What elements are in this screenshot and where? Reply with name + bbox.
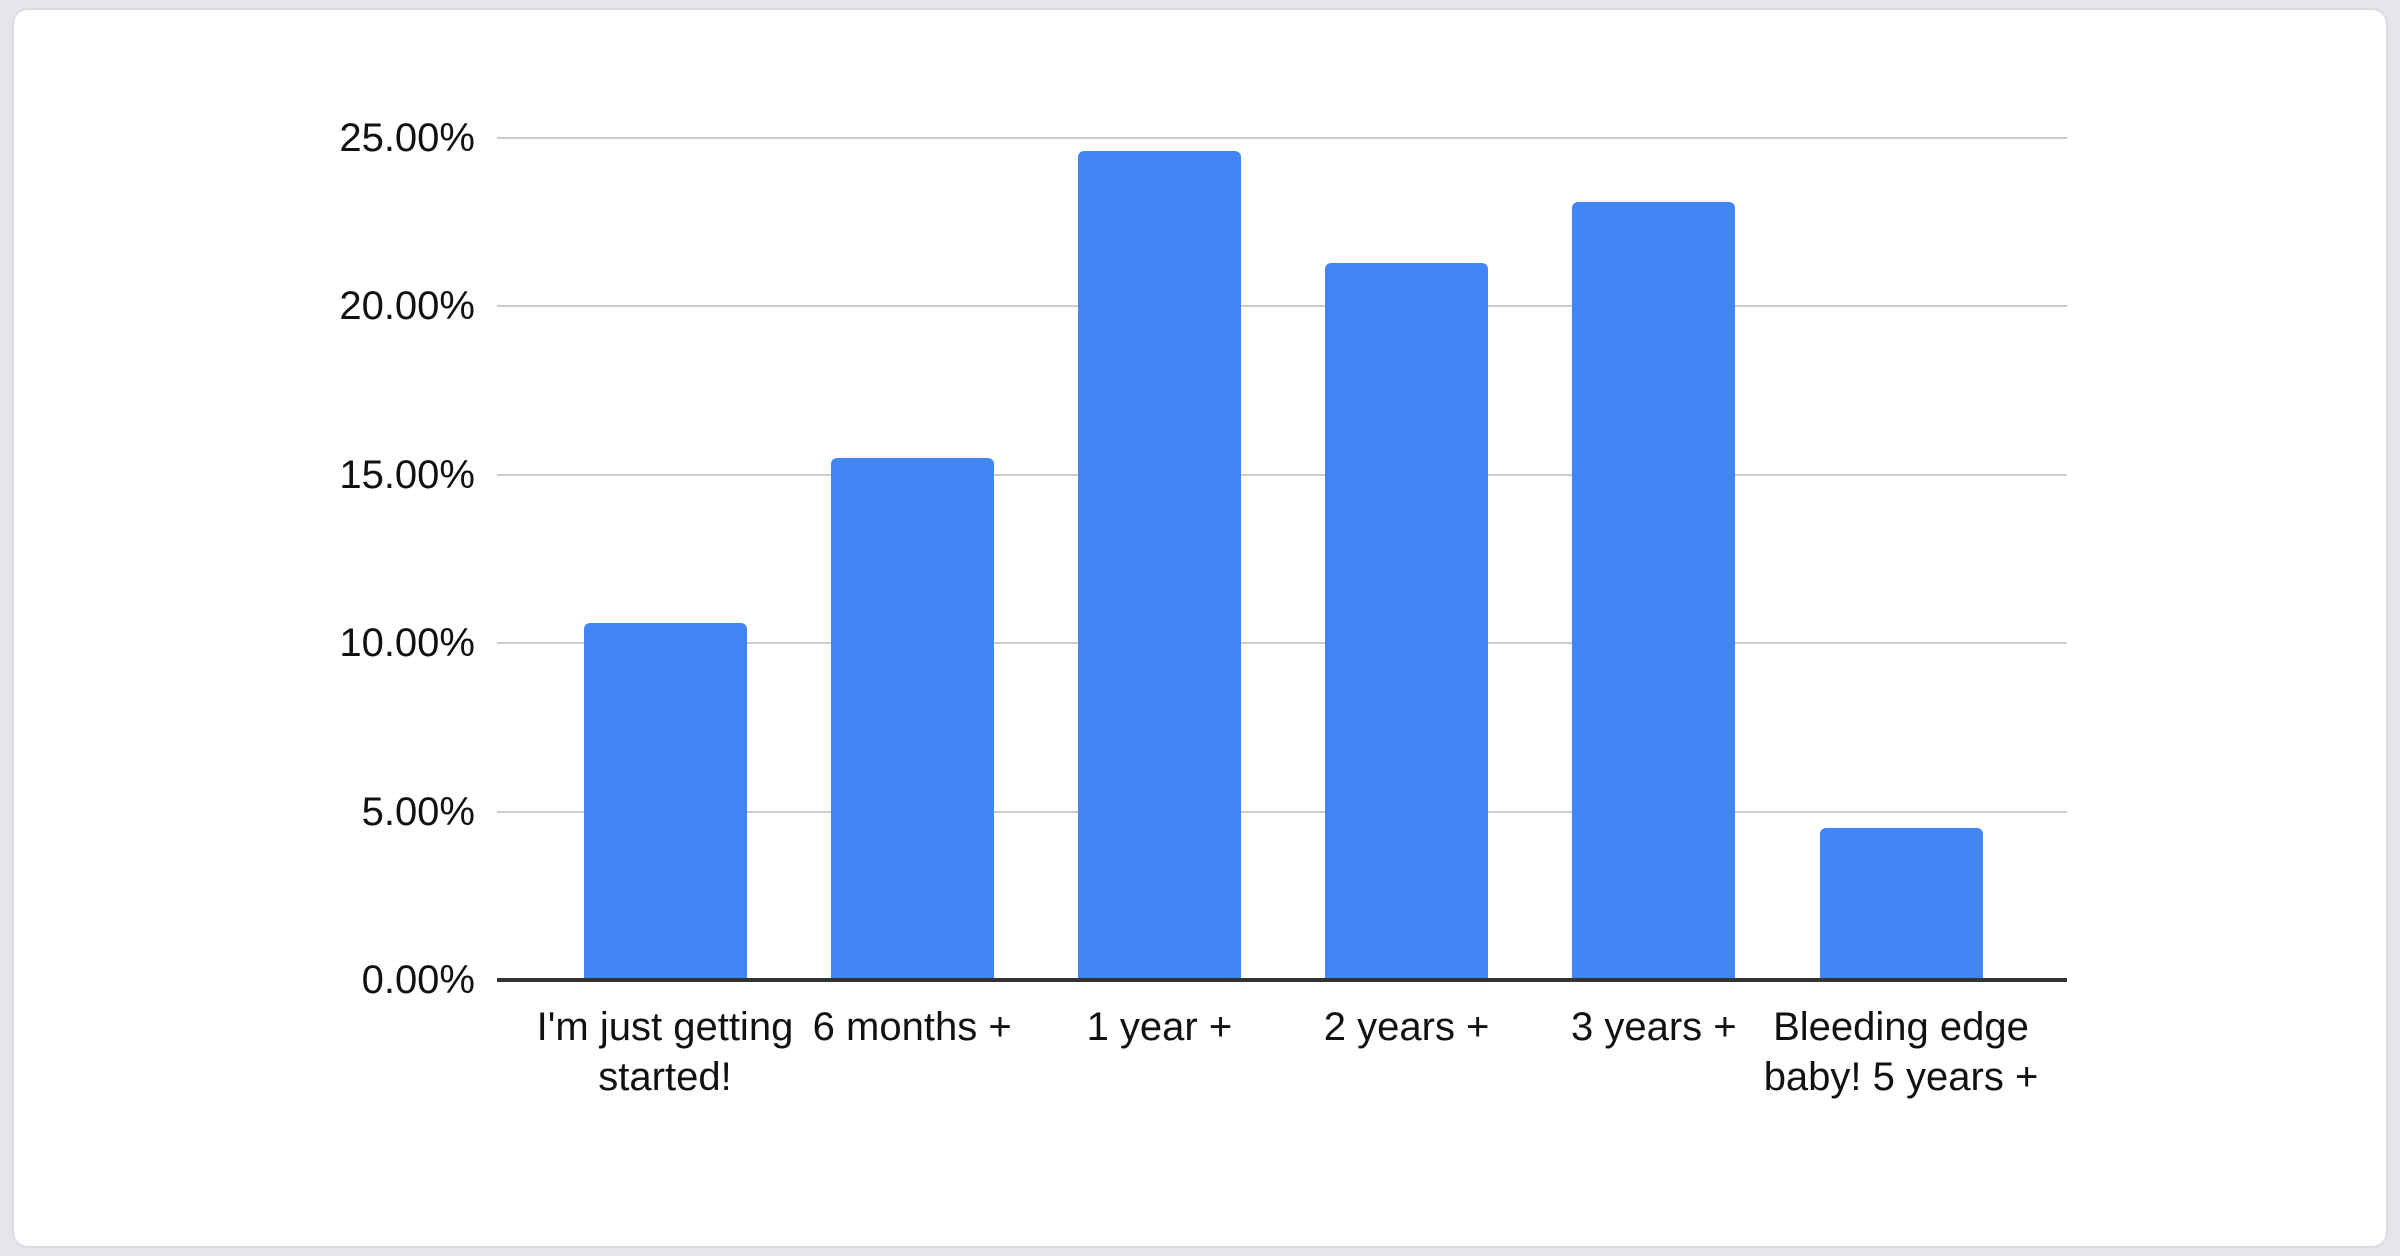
x-axis-category-label: 2 years + [1323,1005,1490,1049]
gridline-10 [497,642,2067,645]
bar-2 [1077,151,1241,980]
x-axis-category-label: 3 years + [1570,1005,1737,1049]
y-axis-tick-label: 5.00% [361,789,475,834]
gridline-5 [497,810,2067,813]
x-axis-category-label: 6 months + [812,1005,1012,1049]
y-axis-tick-label: 0.00% [361,958,475,1002]
x-axis-category-label: Bleeding edge baby! 5 years + [1763,1005,2039,1099]
bar-3 [1325,262,1489,980]
x-axis-line [497,978,2067,982]
y-axis-tick-label: 20.00% [339,284,475,329]
y-axis-tick-label: 25.00% [339,116,475,160]
bar-5 [1819,828,1983,980]
gridline-20 [497,305,2067,308]
gridline-15 [497,473,2067,476]
y-axis-tick-label: 15.00% [339,452,475,497]
gridline-25 [497,137,2067,139]
x-axis-category-label: 1 year + [1086,1005,1233,1049]
bar-0 [583,622,747,980]
bar-4 [1572,201,1736,980]
y-axis-tick-label: 10.00% [339,621,475,666]
bar-1 [830,457,994,980]
x-axis-category-label: I'm just getting started! [536,1005,794,1099]
